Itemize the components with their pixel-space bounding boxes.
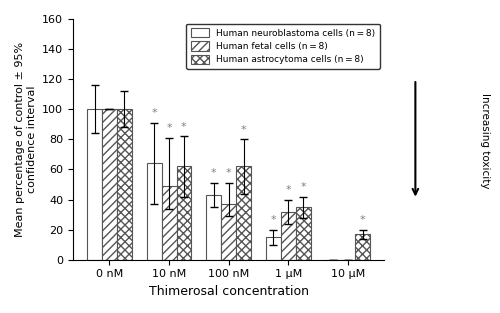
- Bar: [355, 234, 370, 260]
- Bar: [236, 167, 251, 260]
- Text: *: *: [211, 168, 216, 178]
- Text: *: *: [240, 125, 246, 135]
- Bar: [146, 163, 162, 260]
- Bar: [266, 237, 280, 260]
- Text: *: *: [270, 215, 276, 225]
- X-axis label: Thimerosal concentration: Thimerosal concentration: [148, 285, 308, 298]
- Legend: Human neuroblastoma cells (n = 8), Human fetal cells (n = 8), Human astrocytoma : Human neuroblastoma cells (n = 8), Human…: [186, 23, 380, 69]
- Bar: [117, 109, 132, 260]
- Text: *: *: [181, 122, 187, 132]
- Text: *: *: [360, 215, 366, 225]
- Bar: [296, 207, 310, 260]
- Text: *: *: [226, 168, 232, 178]
- Text: *: *: [286, 185, 291, 195]
- Y-axis label: Mean percentage of control ± 95%
confidence interval: Mean percentage of control ± 95% confide…: [15, 42, 36, 237]
- Bar: [162, 186, 176, 260]
- Text: *: *: [166, 123, 172, 133]
- Text: *: *: [300, 182, 306, 192]
- Text: *: *: [152, 108, 157, 118]
- Bar: [280, 212, 295, 260]
- Bar: [102, 109, 117, 260]
- Text: Increasing toxicity: Increasing toxicity: [480, 93, 490, 189]
- Bar: [206, 195, 221, 260]
- Bar: [221, 204, 236, 260]
- Bar: [176, 167, 192, 260]
- Bar: [87, 109, 102, 260]
